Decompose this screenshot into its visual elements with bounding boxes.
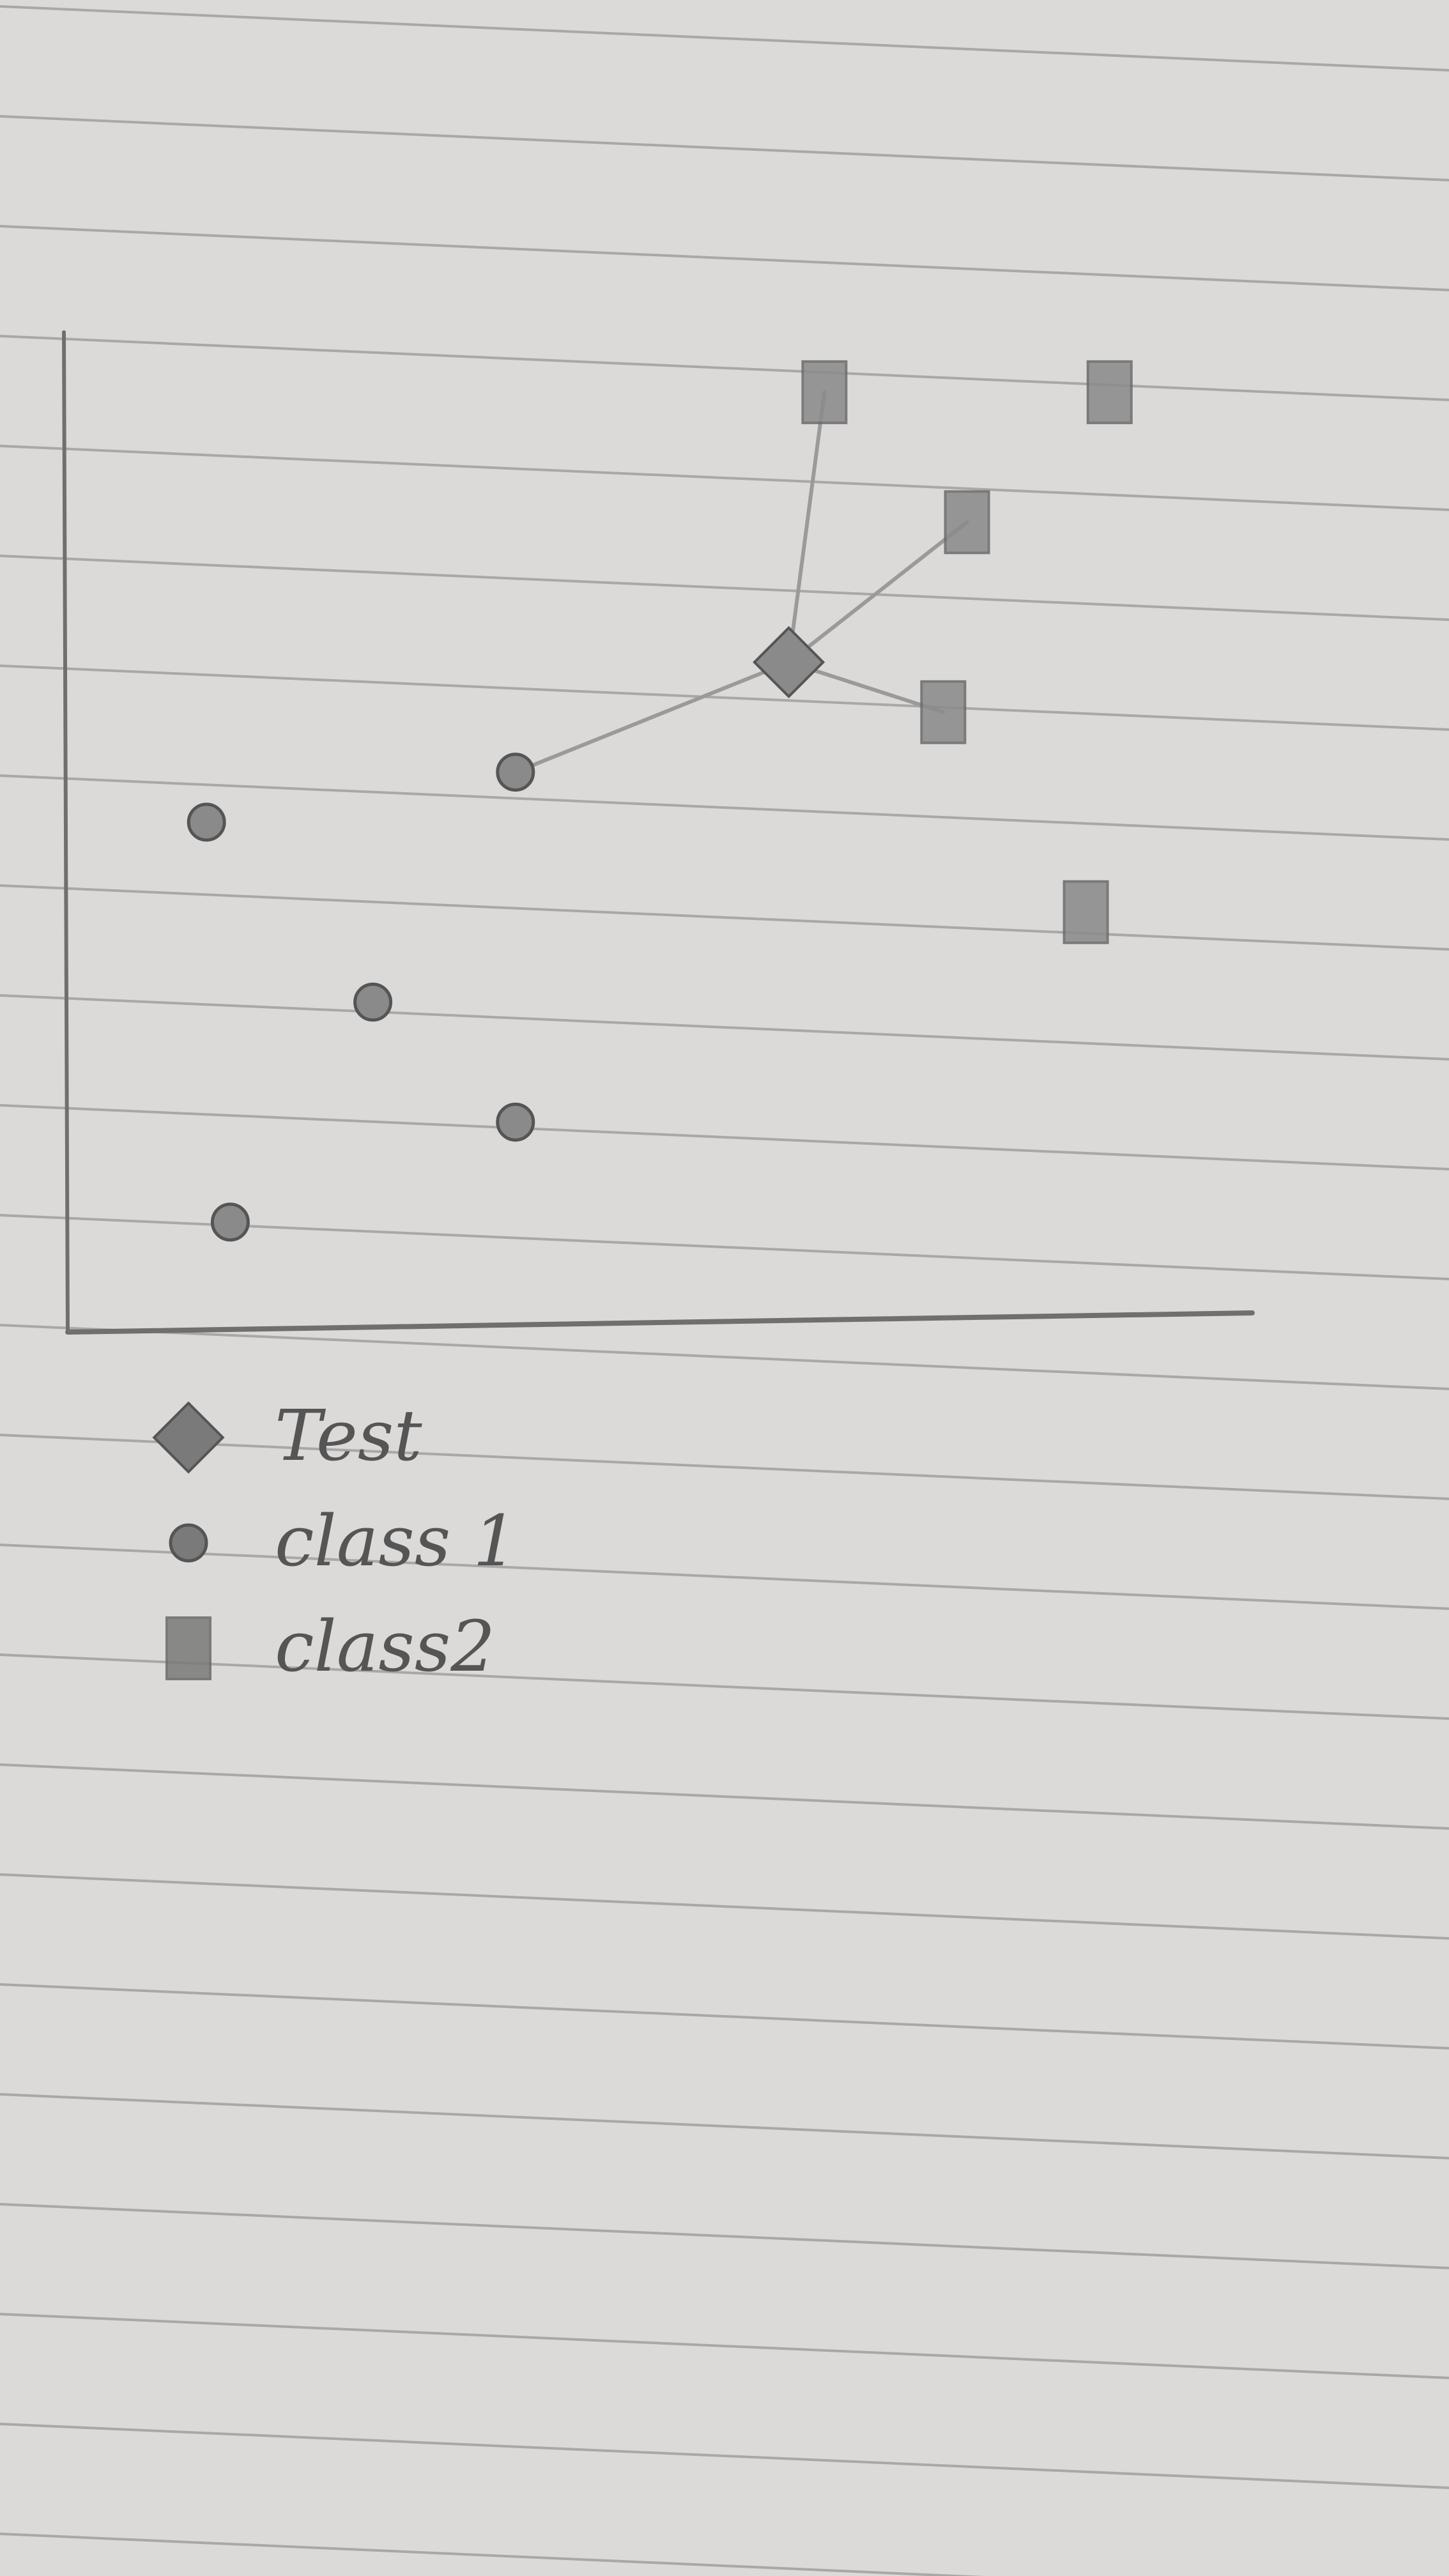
ruled-line [0, 1873, 1449, 1940]
ruled-line [0, 555, 1449, 621]
class-1-point [187, 802, 226, 842]
ruled-line [0, 2313, 1449, 2379]
legend-label: class 1 [275, 1500, 518, 1582]
class-2-point [1062, 880, 1109, 944]
legend-marker-diamond [152, 1401, 225, 1474]
ruled-line [0, 2203, 1449, 2269]
class-2-point [944, 490, 990, 555]
ruled-line [0, 115, 1449, 181]
ruled-line [0, 5, 1449, 72]
ruled-line [0, 445, 1449, 511]
class-2-point [1086, 360, 1133, 424]
class-1-point [353, 983, 393, 1022]
ruled-line [0, 1544, 1449, 1610]
ruled-line [0, 2533, 986, 2576]
ruled-line [0, 994, 1449, 1061]
ruled-line [0, 774, 1449, 841]
neighbor-link [786, 520, 969, 664]
ruled-line [0, 1653, 1449, 1720]
ruled-line [0, 884, 1449, 951]
class-1-point [496, 1102, 535, 1142]
ruled-line [0, 2423, 1449, 2489]
Test-point [753, 625, 825, 699]
legend-marker-square [165, 1616, 211, 1680]
class-1-point [210, 1202, 250, 1242]
legend-label: class2 [275, 1606, 495, 1687]
ruled-line [0, 2093, 1449, 2159]
legend-marker-circle [169, 1523, 208, 1563]
ruled-line [0, 1983, 1449, 2050]
neighbor-link [786, 390, 827, 664]
class-2-point [801, 360, 848, 424]
legend-label: Test [275, 1395, 422, 1476]
legend: Test class 1 class2 [152, 1395, 518, 1687]
ruled-line [0, 1763, 1449, 1830]
ruled-line [0, 664, 1449, 731]
class-2-point [920, 680, 967, 744]
ruled-line [0, 335, 1449, 401]
class-1-point [496, 753, 535, 792]
ruled-lines [0, 5, 1449, 2576]
ruled-line [0, 1434, 1449, 1500]
ruled-line [0, 1104, 1449, 1170]
chart-axes [62, 330, 1255, 1335]
data-points [187, 360, 1133, 1242]
neighbor-link [513, 660, 791, 774]
ruled-line [0, 1324, 1449, 1390]
ruled-line [0, 225, 1449, 291]
y-axis-line [62, 330, 70, 1334]
x-axis-line [65, 1310, 1255, 1335]
